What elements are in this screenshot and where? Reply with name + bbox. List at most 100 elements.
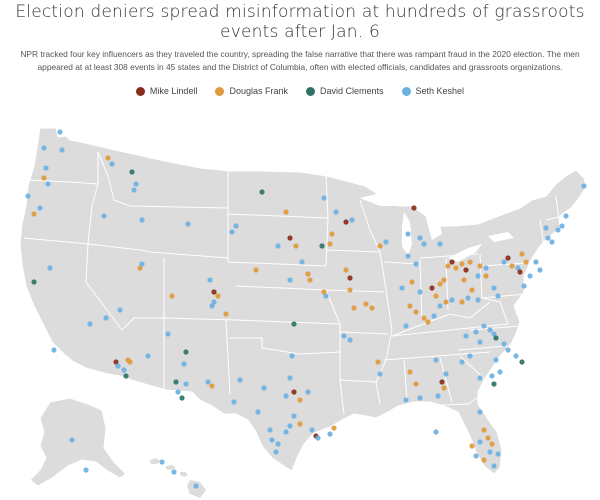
event-dot-seth-keshel [463,333,469,339]
event-dot-seth-keshel [433,429,439,435]
great-lakes [360,192,514,262]
event-dot-david-clements [493,335,499,341]
event-dot-seth-keshel [349,217,355,223]
event-dot-seth-keshel [437,303,443,309]
border-ny-ne [539,219,547,261]
event-dot-seth-keshel [269,437,275,443]
event-dot-seth-keshel [211,299,217,305]
event-dot-seth-keshel [533,259,539,265]
event-dot-seth-keshel [305,389,311,395]
event-dot-seth-keshel [267,427,273,433]
event-dot-seth-keshel [467,353,473,359]
event-dot-douglas-frank [433,293,439,299]
event-dot-seth-keshel [103,315,109,321]
event-dot-seth-keshel [405,231,411,237]
event-dot-mike-lindell [449,259,455,265]
event-dot-seth-keshel [417,395,423,401]
border-or-ca [23,237,89,245]
event-dot-seth-keshel [25,193,31,199]
lake-ontario [488,232,514,242]
event-dot-seth-keshel [121,367,127,373]
event-dot-david-clements [123,373,129,379]
event-dot-seth-keshel [491,331,497,337]
event-dot-douglas-frank [459,299,465,305]
event-dot-seth-keshel [287,423,293,429]
event-dot-seth-keshel [133,181,139,187]
event-dot-david-clements [259,189,265,195]
event-dot-seth-keshel [475,297,481,303]
border-id-nv-ut [87,243,141,251]
event-dot-douglas-frank [489,441,495,447]
event-dot-seth-keshel [165,331,171,337]
event-dot-douglas-frank [483,273,489,279]
event-dot-seth-keshel [299,259,305,265]
event-dot-seth-keshel [323,293,329,299]
border-mt-wy [129,205,229,209]
event-dot-douglas-frank [453,265,459,271]
event-dot-seth-keshel [495,451,501,457]
lake-huron [424,210,442,240]
event-dot-douglas-frank [209,383,215,389]
event-dot-seth-keshel [115,363,121,369]
border-four-corners [163,317,237,321]
event-dot-seth-keshel [543,225,549,231]
legend-item-douglas-frank: Douglas Frank [215,86,288,96]
event-dot-david-clements [519,359,525,365]
border-oh-pa [479,253,483,299]
border-ms-al [403,359,409,413]
event-dot-douglas-frank [413,309,419,315]
event-dot-seth-keshel [289,353,295,359]
legend-swatch-mike-lindell [135,86,145,96]
event-dot-seth-keshel [581,183,587,189]
event-dot-douglas-frank [413,381,419,387]
border-ks-ok [235,319,341,325]
event-dot-seth-keshel [477,375,483,381]
border-al-ga [439,357,453,403]
event-dot-seth-keshel [229,229,235,235]
event-dot-seth-keshel [491,285,497,291]
event-dot-douglas-frank [467,259,473,265]
event-dot-douglas-frank [481,427,487,433]
event-dot-seth-keshel [183,381,189,387]
event-dot-seth-keshel [347,337,353,343]
border-ga-sc [459,355,493,387]
event-dot-seth-keshel [207,277,213,283]
hawaii-island-2 [166,465,176,470]
event-dot-seth-keshel [443,371,449,377]
border-id-mt [97,151,131,207]
event-dot-mike-lindell [347,275,353,281]
event-dot-seth-keshel [101,213,107,219]
event-dot-douglas-frank [369,305,375,311]
event-dot-seth-keshel [549,239,555,245]
event-dot-douglas-frank [407,303,413,309]
event-dot-seth-keshel [209,303,215,309]
border-ks-mo-ok-ar [325,289,341,380]
border-nv-ut-az [121,317,164,331]
legend-label-david-clements: David Clements [319,86,384,96]
event-dot-douglas-frank [31,211,37,217]
event-dot-seth-keshel [139,261,145,267]
event-dot-seth-keshel [421,241,427,247]
event-dot-seth-keshel [491,463,497,469]
event-dot-seth-keshel [493,357,499,363]
event-dot-mike-lindell [211,289,217,295]
event-dot-seth-keshel [537,267,543,273]
event-dot-douglas-frank [305,271,311,277]
event-dot-seth-keshel [477,409,483,415]
us-map [19,127,587,498]
event-dot-mike-lindell [291,389,297,395]
event-dot-seth-keshel [59,147,65,153]
hawaii-island-4 [187,480,206,498]
event-dot-seth-keshel [333,209,339,215]
event-dot-douglas-frank [331,425,337,431]
event-dot-douglas-frank [329,231,335,237]
lake-superior [360,192,420,206]
border-ne-ks [235,285,327,291]
event-dot-seth-keshel [497,369,503,375]
event-dot-seth-keshel [487,327,493,333]
event-dot-seth-keshel [501,259,507,265]
border-mn-wi [359,199,381,253]
event-dot-seth-keshel [405,253,411,259]
event-dot-douglas-frank [127,359,133,365]
legend-item-david-clements: David Clements [305,86,384,96]
